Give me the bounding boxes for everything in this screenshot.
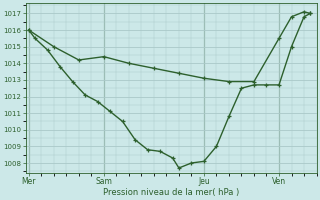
X-axis label: Pression niveau de la mer( hPa ): Pression niveau de la mer( hPa ) (103, 188, 239, 197)
